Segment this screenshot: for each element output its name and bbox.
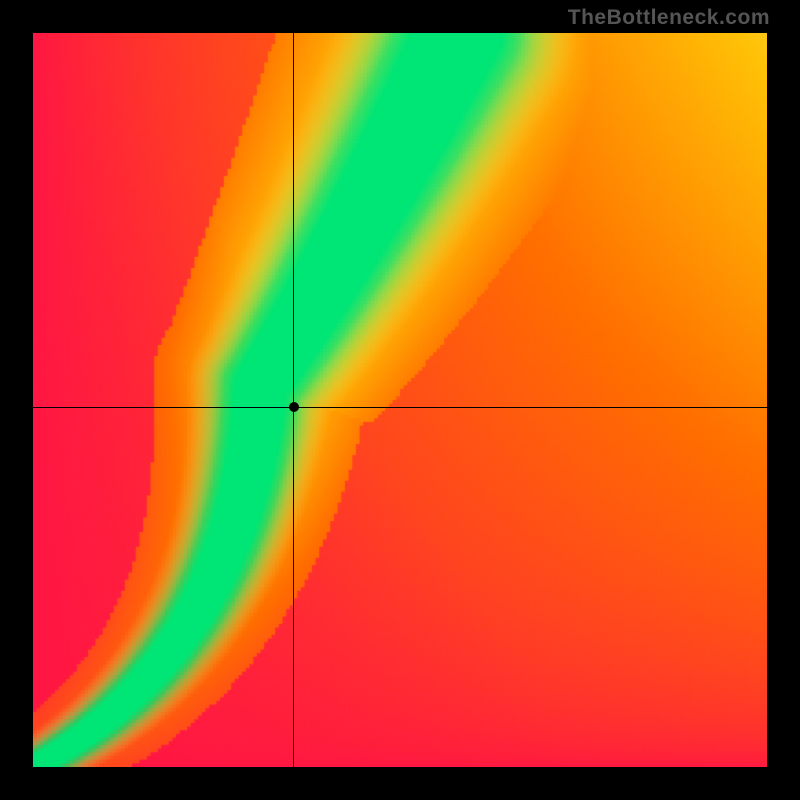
heatmap-canvas (33, 33, 767, 767)
crosshair-vertical (293, 33, 294, 767)
data-point-marker (289, 402, 299, 412)
watermark-text: TheBottleneck.com (568, 6, 770, 30)
crosshair-horizontal (33, 407, 767, 408)
heatmap-plot (33, 33, 767, 767)
